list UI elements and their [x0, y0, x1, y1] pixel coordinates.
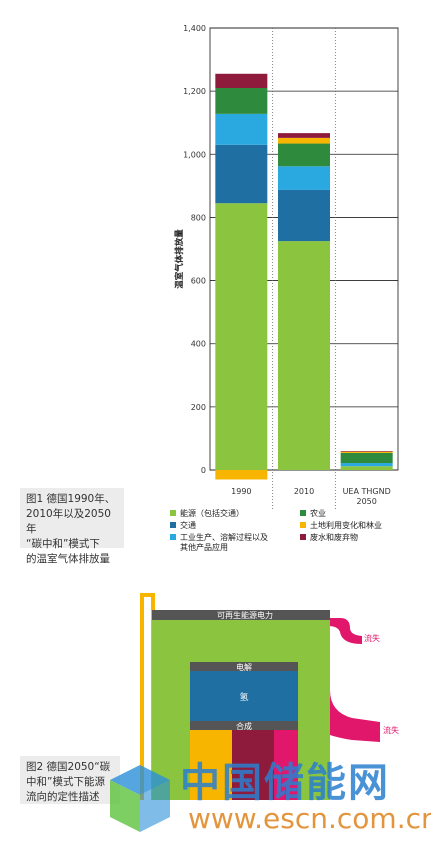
legend-swatch	[300, 534, 306, 540]
bar-segment	[340, 451, 393, 453]
bar-segment	[340, 466, 393, 470]
bar-segment	[215, 87, 268, 114]
y-axis-label: 温室气体排放量	[174, 229, 185, 289]
legend-label: 能源（包括交通）	[180, 508, 244, 518]
x-tick-label: 2050	[356, 497, 376, 506]
figure2-caption: 图2 德国2050“碳 中和”模式下能源 流向的定性描述	[20, 756, 120, 804]
bar-segment	[340, 452, 393, 464]
renewable-label: 可再生能源电力	[217, 610, 273, 620]
legend-label: 工业生产、溶解过程以及	[180, 532, 268, 542]
bar-segment	[215, 203, 268, 470]
watermark-cn: 中国储能网	[180, 760, 390, 806]
bar-segment	[215, 73, 268, 88]
bar-segment	[215, 144, 268, 204]
legend-label: 废水和废弃物	[310, 532, 358, 542]
caption-line: 的温室气体排放量	[26, 553, 110, 565]
legend-label: 交通	[180, 520, 196, 530]
bar-segment	[215, 470, 268, 480]
y-tick-label: 1,400	[183, 24, 206, 33]
bar-segment	[340, 463, 393, 467]
caption-line: 流向的定性描述	[26, 791, 100, 803]
bar-segment	[278, 241, 330, 470]
y-tick-label: 0	[201, 466, 206, 475]
bar-segment	[278, 137, 330, 144]
bar-segment	[278, 143, 330, 167]
synthesis-bar	[190, 721, 298, 730]
emissions-chart: 0 200 400 600 800 1,000 1,200 1,400 1990 2010 UEA …	[170, 24, 399, 552]
caption-line: 图2 德国2050“碳	[26, 761, 111, 773]
legend-swatch	[170, 534, 176, 540]
y-tick-label: 1,200	[183, 87, 206, 96]
x-tick-label: UEA THGND	[343, 487, 391, 496]
bar-segment	[278, 133, 330, 138]
y-tick-label: 400	[191, 340, 206, 349]
x-tick-label: 2010	[294, 487, 314, 496]
loss-flow-top	[328, 618, 362, 644]
y-tick-label: 800	[191, 213, 206, 222]
caption-line: 2010年以及2050年	[26, 508, 111, 535]
electrolysis-bar	[190, 662, 298, 671]
electrolysis-label: 电解	[236, 662, 252, 672]
synthesis-crimson	[232, 730, 274, 800]
bar-segment	[278, 189, 330, 242]
legend-label: 农业	[310, 508, 326, 518]
caption-line: 图1 德国1990年、	[26, 493, 116, 505]
renewable-bar	[152, 610, 330, 620]
legend-swatch	[170, 510, 176, 516]
legend-label: 土地利用变化和林业	[310, 520, 382, 530]
bar-segment	[278, 166, 330, 190]
caption-line: 中和”模式下能源	[26, 776, 105, 788]
legend-swatch	[170, 522, 176, 528]
hydrogen-label: 氢	[239, 691, 248, 703]
caption-line: “碳中和”模式下	[26, 538, 100, 550]
y-tick-label: 200	[191, 403, 206, 412]
synthesis-pink	[274, 730, 298, 800]
hydrogen-block	[190, 671, 298, 721]
loss-label-mid: 流失	[383, 725, 399, 735]
synthesis-yellow	[190, 730, 232, 800]
bar-segment	[215, 113, 268, 145]
watermark-url: www.escn.com.cn	[188, 802, 431, 835]
synthesis-label: 合成	[236, 721, 252, 731]
y-tick-label: 600	[191, 277, 206, 286]
cube-logo-icon	[110, 765, 170, 832]
loss-label-top: 流失	[364, 633, 380, 643]
figure1-caption: 图1 德国1990年、 2010年以及2050年 “碳中和”模式下 的温室气体排…	[20, 488, 124, 565]
y-tick-label: 1,000	[183, 150, 206, 159]
legend-label: 其他产品应用	[180, 542, 228, 552]
bar-segment	[340, 451, 393, 452]
site-watermark: 中国储能网 www.escn.com.cn	[100, 750, 431, 840]
legend-swatch	[300, 522, 306, 528]
x-tick-label: 1990	[231, 487, 251, 496]
legend-swatch	[300, 510, 306, 516]
